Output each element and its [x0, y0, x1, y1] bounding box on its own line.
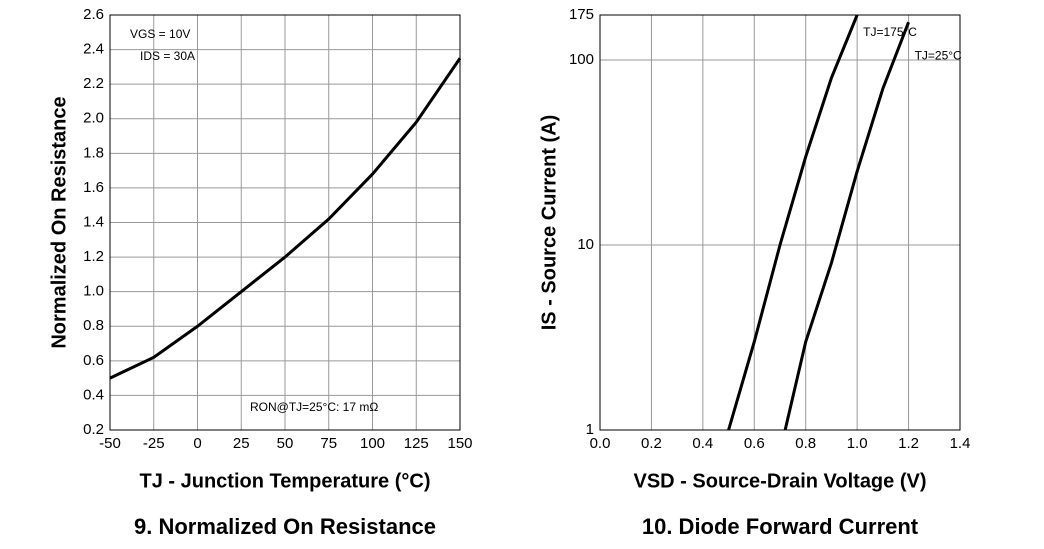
y-tick-label: 2.6 — [83, 6, 104, 23]
x-axis-label: VSD - Source-Drain Voltage (V) — [633, 470, 926, 492]
y-tick-label: 1.0 — [83, 283, 104, 300]
x-tick-label: -50 — [99, 435, 121, 452]
x-tick-label: 1.2 — [898, 435, 919, 452]
curve — [785, 22, 908, 430]
annotation: VGS = 10V — [130, 27, 190, 41]
y-tick-label: 175 — [569, 6, 594, 23]
x-tick-label: 75 — [320, 435, 337, 452]
y-tick-label: 2.0 — [83, 110, 104, 127]
x-tick-label: 0.6 — [744, 435, 765, 452]
x-tick-label: 0.4 — [692, 435, 713, 452]
y-axis-label: Normalized On Resistance — [48, 96, 70, 348]
y-tick-label: 0.8 — [83, 317, 104, 334]
curve-label: TJ=25°C — [915, 48, 962, 62]
y-tick-label: 10 — [577, 236, 594, 253]
y-tick-label: 2.4 — [83, 41, 104, 58]
annotation: RON@TJ=25°C: 17 mΩ — [250, 400, 378, 414]
chart-title: 10. Diode Forward Current — [642, 514, 919, 539]
y-tick-label: 2.2 — [83, 75, 104, 92]
y-tick-label: 1.4 — [83, 213, 104, 230]
x-tick-label: 1.4 — [950, 435, 971, 452]
y-axis-label: IS - Source Current (A) — [538, 115, 560, 331]
x-tick-label: 150 — [447, 435, 472, 452]
x-tick-label: 1.0 — [847, 435, 868, 452]
y-tick-label: 1.6 — [83, 179, 104, 196]
x-tick-label: 0.8 — [795, 435, 816, 452]
y-tick-label: 1.8 — [83, 144, 104, 161]
y-tick-label: 0.4 — [83, 386, 104, 403]
x-tick-label: 0.2 — [641, 435, 662, 452]
x-tick-label: 0 — [193, 435, 201, 452]
chart: 0.2 0.4 0.6 0.8 1.0 1.2 1.4 1.6 1.8 2.0 2.2 2.4 2.6 -… — [0, 0, 1044, 544]
annotation: IDS = 30A — [140, 49, 195, 63]
x-tick-label: 50 — [277, 435, 294, 452]
x-tick-label: 100 — [360, 435, 385, 452]
plot-frame — [600, 15, 960, 430]
y-tick-label: 0.6 — [83, 352, 104, 369]
curve-label: TJ=175°C — [863, 25, 917, 39]
curve — [729, 15, 858, 430]
y-tick-label: 1.2 — [83, 248, 104, 265]
x-tick-label: -25 — [143, 435, 165, 452]
x-tick-label: 0.0 — [590, 435, 611, 452]
chart-title: 9. Normalized On Resistance — [134, 514, 436, 539]
x-tick-label: 125 — [404, 435, 429, 452]
x-axis-label: TJ - Junction Temperature (°C) — [140, 470, 431, 492]
y-tick-label: 100 — [569, 51, 594, 68]
x-tick-label: 25 — [233, 435, 250, 452]
